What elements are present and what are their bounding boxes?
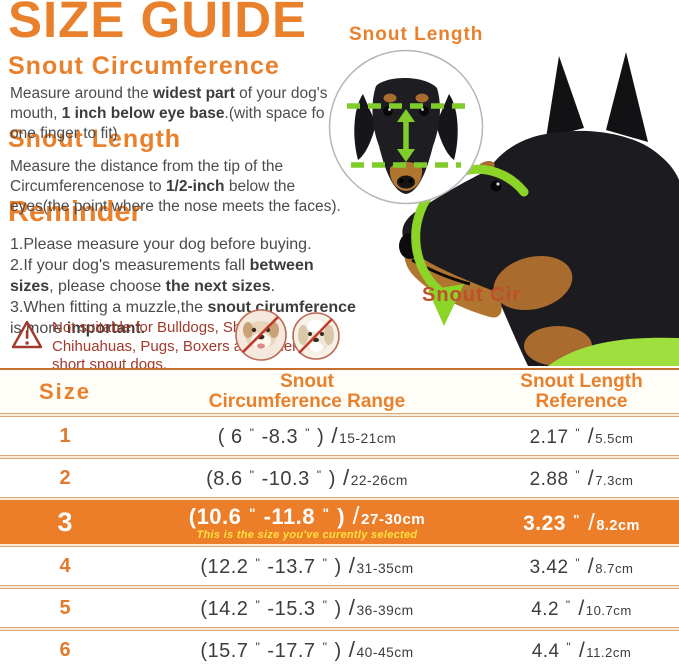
- table-row-size-6: 6 (15.7 " -17.7 " ) /40-45cm 4.4 " /11.2cm: [0, 630, 679, 665]
- circumference-cell: (8.6 " -10.3 " ) /22-26cm: [206, 465, 408, 490]
- table-row-size-4: 4 (12.2 " -13.7 " ) /31-35cm 3.42 " /8.7cm: [0, 546, 679, 586]
- size-cell: 1: [59, 424, 71, 447]
- length-cell: 2.88 " /7.3cm: [529, 465, 634, 490]
- circumference-cell: (12.2 " -13.7 " ) /31-35cm: [200, 553, 414, 578]
- snout-circumference-description: Measure around the widest part of your d…: [10, 85, 328, 142]
- size-cell: 6: [59, 638, 71, 661]
- snout-circumference-heading: Snout Circumference: [8, 52, 280, 80]
- circumference-cell: ( 6 " -8.3 " ) /15-21cm: [217, 423, 397, 448]
- selected-size-note: This is the size you've curently selecte…: [196, 529, 418, 541]
- snout-length-inset-illustration: [328, 49, 484, 205]
- size-cell: 3: [57, 506, 73, 537]
- table-row-size-2: 2 (8.6 " -10.3 " ) /22-26cm 2.88 " /7.3cm: [0, 458, 679, 498]
- table-row-size-1: 1 ( 6 " -8.3 " ) /15-21cm 2.17 " /5.5cm: [0, 416, 679, 456]
- snout-length-heading: Snout Length: [8, 125, 182, 153]
- no-bulldog-icon: [235, 309, 287, 361]
- circumference-cell: (10.6 " -11.8 " ) /27-30cm This is the si…: [130, 503, 484, 541]
- circumference-cell: (15.7 " -17.7 " ) /40-45cm: [200, 637, 414, 662]
- table-row-size-5: 5 (14.2 " -15.3 " ) /36-39cm 4.2 " /10.7cm: [0, 588, 679, 628]
- size-cell: 4: [59, 554, 71, 577]
- no-shihtzu-icon: [292, 312, 340, 360]
- length-cell: 3.42 " /8.7cm: [529, 553, 634, 578]
- length-cell: 3.23 " /8.2cm: [523, 508, 640, 535]
- snout-cir-annotation-label: Snout Cir: [422, 284, 521, 306]
- header-length: Snout Length Reference: [520, 370, 643, 412]
- length-cell: 2.17 " /5.5cm: [529, 423, 634, 448]
- reminder-list: 1.Please measure your dog before buying.…: [10, 236, 356, 337]
- page-title: SIZE GUIDE: [8, 0, 308, 48]
- snout-length-annotation-label: Snout Length: [349, 24, 484, 45]
- length-cell: 4.2 " /10.7cm: [531, 595, 632, 620]
- reminder-heading: Reminder: [8, 196, 142, 228]
- length-cell: 4.4 " /11.2cm: [531, 637, 632, 662]
- header-circumference: Snout Circumference Range: [208, 370, 406, 412]
- circumference-cell: (14.2 " -15.3 " ) /36-39cm: [200, 595, 414, 620]
- snout-length-description: Measure the distance from the tip of the…: [10, 158, 341, 215]
- size-table-header: Size Snout Circumference Range Snout Len…: [0, 368, 679, 414]
- table-row-size-3: 3 (10.6 " -11.8 " ) /27-30cm This is the s…: [0, 500, 679, 544]
- size-table-body: 1 ( 6 " -8.3 " ) /15-21cm 2.17 " /5.5cm 2 (8…: [0, 416, 679, 665]
- header-size: Size: [38, 378, 92, 404]
- size-table: Size Snout Circumference Range Snout Len…: [0, 368, 679, 665]
- warning-triangle-icon: [11, 320, 43, 349]
- size-cell: 2: [59, 466, 71, 489]
- size-cell: 5: [59, 596, 71, 619]
- snout-length-arrow: [397, 109, 415, 162]
